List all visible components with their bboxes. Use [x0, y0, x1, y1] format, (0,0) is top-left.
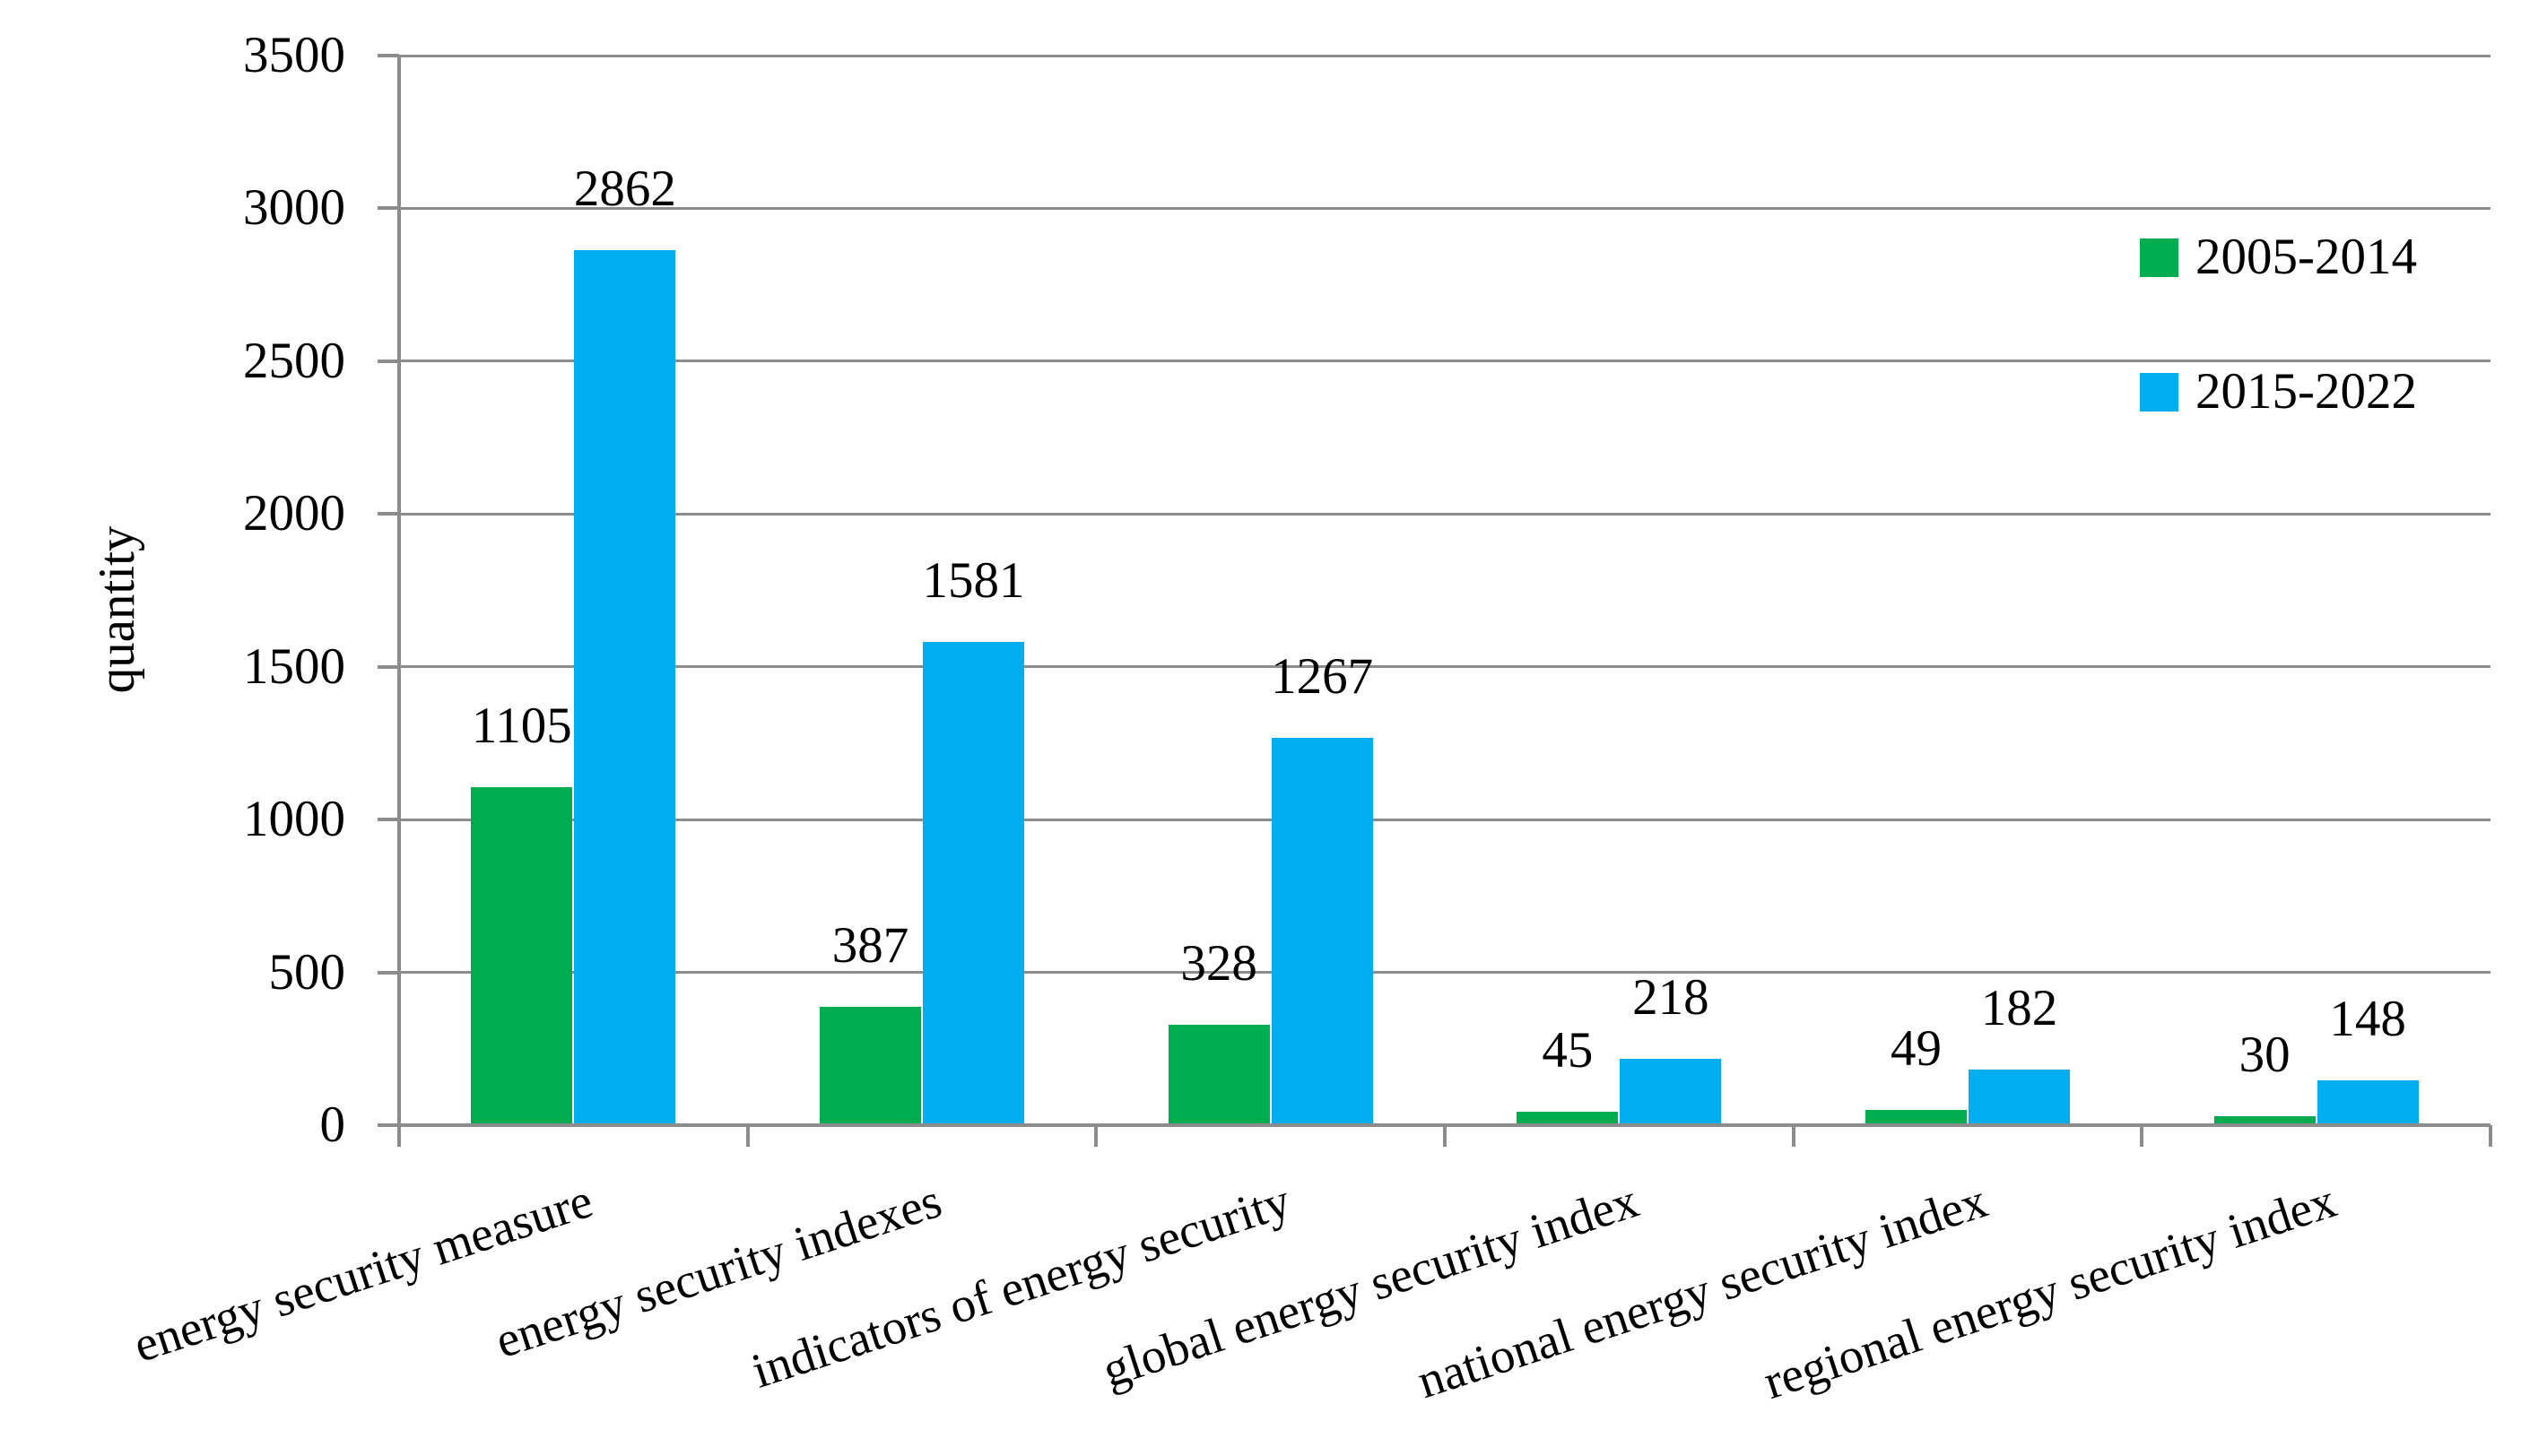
y-tick-label: 2000 — [243, 485, 345, 542]
legend-label: 2015-2022 — [2195, 363, 2417, 420]
y-tick-mark — [378, 970, 399, 975]
y-tick-mark — [378, 512, 399, 516]
gridline — [399, 971, 2491, 975]
y-tick-label: 1000 — [243, 791, 345, 848]
bar-2005-2014 — [1517, 1112, 1619, 1125]
bar-2005-2014 — [820, 1007, 921, 1125]
bar-2005-2014 — [1865, 1110, 1967, 1125]
bar-value-label: 2862 — [573, 160, 676, 217]
x-tick-mark — [1443, 1125, 1447, 1147]
x-tick-mark — [745, 1125, 750, 1147]
bar-value-label: 1105 — [471, 698, 572, 754]
y-tick-label: 3500 — [243, 27, 345, 83]
bar-value-label: 45 — [1542, 1022, 1594, 1079]
bar-2015-2022 — [1620, 1059, 1722, 1125]
x-tick-mark — [1094, 1125, 1099, 1147]
x-tick-mark — [2489, 1125, 2492, 1147]
y-tick-mark — [378, 1123, 399, 1127]
bar-2015-2022 — [1271, 738, 1373, 1125]
bar-value-label: 218 — [1632, 969, 1709, 1026]
x-axis — [399, 1123, 2491, 1127]
y-tick-mark — [378, 359, 399, 363]
y-axis — [397, 56, 401, 1147]
y-tick-mark — [378, 664, 399, 669]
bar-2015-2022 — [923, 642, 1024, 1125]
legend-item: 2015-2022 — [2140, 362, 2417, 421]
bar-value-label: 49 — [1891, 1020, 1942, 1077]
y-tick-label: 1500 — [243, 637, 345, 695]
y-tick-label: 2500 — [243, 332, 345, 389]
x-tick-mark — [1791, 1125, 1795, 1147]
bar-2005-2014 — [471, 787, 573, 1125]
y-axis-title: quantity — [89, 525, 145, 694]
legend-swatch — [2140, 372, 2178, 412]
gridline — [399, 206, 2491, 210]
bar-value-label: 148 — [2329, 991, 2406, 1047]
bar-2005-2014 — [2213, 1116, 2316, 1125]
bar-value-label: 182 — [1980, 980, 2058, 1036]
gridline — [399, 360, 2491, 363]
bar-2015-2022 — [574, 250, 676, 1125]
legend-label: 2005-2014 — [2195, 229, 2417, 285]
bar-2005-2014 — [1168, 1025, 1270, 1125]
y-tick-label: 3000 — [243, 179, 345, 237]
y-tick-label: 500 — [268, 943, 346, 1001]
bar-value-label: 1267 — [1271, 648, 1374, 705]
y-tick-mark — [378, 818, 399, 822]
bar-2015-2022 — [1969, 1070, 2070, 1125]
gridline — [399, 54, 2491, 57]
x-tick-mark — [2140, 1125, 2144, 1147]
legend-swatch — [2140, 238, 2178, 277]
y-tick-mark — [378, 54, 399, 57]
y-tick-mark — [378, 206, 399, 211]
bar-value-label: 387 — [831, 917, 909, 974]
gridline — [399, 818, 2491, 821]
bar-2015-2022 — [2317, 1080, 2419, 1125]
y-tick-label: 0 — [319, 1096, 346, 1153]
bar-value-label: 30 — [2238, 1027, 2291, 1083]
gridline — [399, 665, 2491, 669]
gridline — [399, 512, 2491, 516]
legend-item: 2005-2014 — [2140, 228, 2417, 287]
bar-value-label: 1581 — [922, 552, 1025, 609]
bar-value-label: 328 — [1180, 935, 1257, 992]
